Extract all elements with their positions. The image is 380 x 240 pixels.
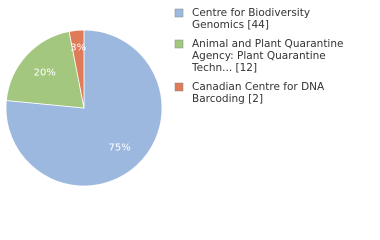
legend-swatch	[174, 39, 184, 49]
legend-label: Animal and Plant Quarantine	[192, 38, 343, 50]
legend-label: Centre for Biodiversity	[192, 7, 310, 19]
legend-swatch	[174, 8, 184, 18]
legend-label: Barcoding [2]	[192, 93, 263, 105]
pie-slice	[5, 30, 85, 109]
slice-label: 20%	[34, 67, 56, 78]
legend-label: Agency: Plant Quarantine	[192, 50, 326, 62]
slice-label: 3%	[70, 42, 86, 53]
pie-slice	[5, 29, 163, 187]
pie-slice	[68, 29, 85, 109]
legend-label: Canadian Centre for DNA	[192, 81, 325, 93]
legend-label: Techn... [12]	[191, 62, 257, 74]
legend-swatch	[174, 82, 184, 92]
legend-label: Genomics [44]	[192, 19, 269, 31]
slice-label: 75%	[109, 142, 131, 153]
